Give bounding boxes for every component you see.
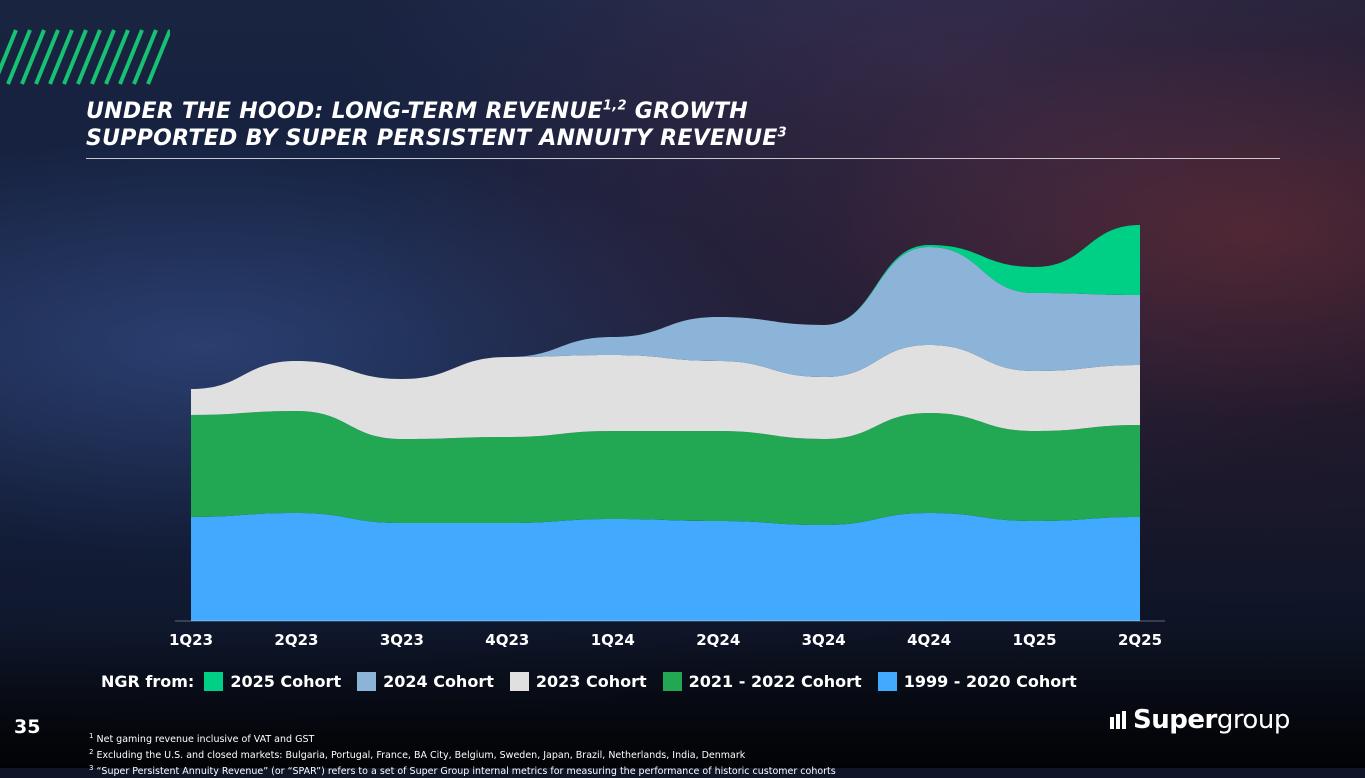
legend-label: 2023 Cohort <box>535 671 647 691</box>
logo-text-super: Super <box>1133 705 1217 735</box>
area-series-2023-cohort <box>191 345 1140 439</box>
legend-item-2025-cohort: 2025 Cohort <box>204 671 342 691</box>
page-title: UNDER THE HOOD: LONG-TERM REVENUE1,2 GRO… <box>86 98 1276 152</box>
footnote-2: 2 Excluding the U.S. and closed markets:… <box>89 748 746 762</box>
legend-label: 2025 Cohort <box>230 671 342 691</box>
page-number: 35 <box>14 716 41 738</box>
background-shade <box>0 628 1365 768</box>
logo-bars-icon <box>1110 711 1128 729</box>
area-series-1999-2020-cohort <box>191 513 1140 621</box>
title-line-1: UNDER THE HOOD: LONG-TERM REVENUE1,2 GRO… <box>86 98 748 124</box>
x-tick-label: 3Q23 <box>379 631 424 649</box>
decorative-green-slashes <box>0 29 170 85</box>
footnote-1: 1 Net gaming revenue inclusive of VAT an… <box>89 732 315 746</box>
x-tick-label: 2Q24 <box>696 631 741 649</box>
legend-item-2021-2022-cohort: 2021 - 2022 Cohort <box>662 671 862 691</box>
x-tick-label: 2Q25 <box>1117 631 1163 649</box>
x-tick-label: 1Q25 <box>1012 631 1057 649</box>
legend-swatch <box>204 671 224 691</box>
legend-item-1999-2020-cohort: 1999 - 2020 Cohort <box>877 671 1077 691</box>
legend-label: 1999 - 2020 Cohort <box>903 671 1077 691</box>
footnotes: 1 Net gaming revenue inclusive of VAT an… <box>89 730 836 778</box>
legend-swatch <box>877 671 897 691</box>
logo-text-group: group <box>1216 705 1291 735</box>
legend-item-2023-cohort: 2023 Cohort <box>509 671 647 691</box>
x-tick-label: 3Q24 <box>801 631 846 649</box>
legend-label: 2021 - 2022 Cohort <box>688 671 862 691</box>
x-tick-label: 4Q24 <box>907 631 952 649</box>
legend-swatch <box>662 671 682 691</box>
x-tick-label: 2Q23 <box>274 631 319 649</box>
footnote-3: 3 “Super Persistent Annuity Revenue” (or… <box>89 764 836 778</box>
legend-item-2024-cohort: 2024 Cohort <box>357 671 494 691</box>
title-line-2: SUPPORTED BY SUPER PERSISTENT ANNUITY RE… <box>86 125 787 151</box>
legend-swatch <box>509 671 529 691</box>
area-series-2024-cohort <box>191 247 1140 389</box>
supergroup-logo: Super group <box>1110 705 1290 735</box>
x-tick-label: 4Q23 <box>485 631 530 649</box>
legend-label: 2024 Cohort <box>383 671 494 691</box>
title-divider <box>86 158 1280 159</box>
legend-swatch <box>357 671 377 691</box>
legend: NGR from: 2025 Cohort 2024 Cohort 2023 C… <box>101 670 1093 692</box>
area-series-2021-2022-cohort <box>191 411 1140 525</box>
x-tick-label: 1Q23 <box>168 631 214 649</box>
x-tick-label: 1Q24 <box>590 631 635 649</box>
legend-lead-label: NGR from: <box>101 671 195 691</box>
